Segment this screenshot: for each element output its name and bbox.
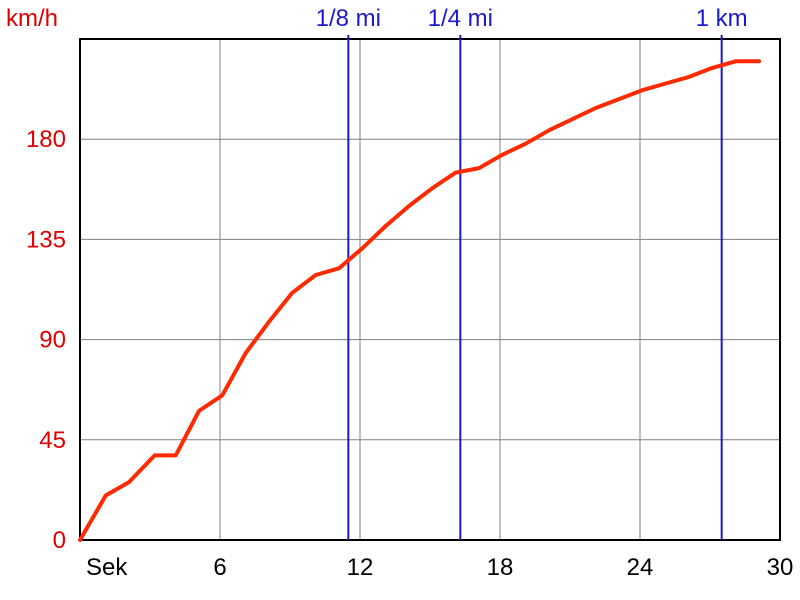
y-tick-label: 135 [26, 226, 66, 253]
distance-markers: 1/8 mi 1/4 mi 1 km [316, 5, 748, 540]
x-tick-label: 18 [487, 554, 514, 581]
speed-curve [78, 59, 761, 542]
plot-area-frame [79, 38, 781, 541]
y-tick-labels: 0 45 90 135 180 [26, 126, 66, 554]
x-tick-label: 12 [347, 554, 374, 581]
y-tick-label: 45 [39, 427, 66, 454]
distance-marker-label: 1 km [696, 5, 748, 32]
y-tick-label: 0 [53, 527, 66, 554]
x-tick-label: 30 [767, 554, 794, 581]
x-tick-label: 6 [213, 554, 226, 581]
y-tick-label: 180 [26, 126, 66, 153]
x-axis-unit-label: Sek [86, 554, 128, 581]
y-axis-unit-label: km/h [6, 5, 58, 32]
x-tick-label: 24 [627, 554, 654, 581]
gridlines [80, 39, 780, 540]
distance-marker-label: 1/8 mi [316, 5, 381, 32]
distance-marker-label: 1/4 mi [428, 5, 493, 32]
y-tick-label: 90 [39, 327, 66, 354]
x-tick-labels: 6 12 18 24 30 [213, 554, 793, 581]
